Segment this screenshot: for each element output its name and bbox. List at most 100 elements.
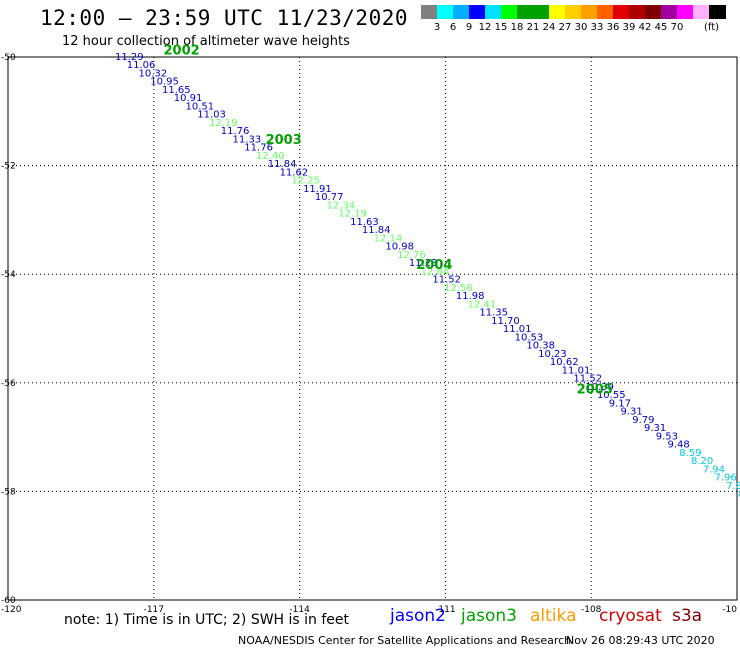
track-value-label: 12.19 [338, 209, 367, 220]
color-scale-label: 15 [494, 22, 508, 33]
track-value-label: 9.79 [632, 415, 654, 426]
color-scale-label: 9 [465, 22, 473, 33]
track-value-label: 11.70 [491, 316, 520, 327]
track-value-label: 8.20 [691, 456, 713, 467]
track-value-label: 11.84 [362, 225, 391, 236]
track-hour-labels: 2002 2003 2004 2005 [164, 43, 613, 397]
track-value-label: 12.56 [444, 283, 473, 294]
lat-tick-label: -54 [1, 270, 16, 280]
track-value-label: 9.53 [656, 431, 678, 442]
map-border [7, 56, 738, 601]
track-value-label: 9.31 [644, 423, 666, 434]
track-value-label: 11.63 [350, 217, 379, 228]
page-subtitle: 12 hour collection of altimeter wave hei… [62, 34, 350, 49]
track-value-label: 12.41 [468, 299, 497, 310]
color-scale-label: 27 [558, 22, 572, 33]
track-value-label: 9.17 [609, 398, 631, 409]
lat-tick-label: -50 [1, 53, 16, 63]
track-value-label: 11.76 [244, 143, 273, 154]
lat-tick-label: -58 [1, 487, 16, 497]
color-scale-label: 30 [574, 22, 588, 33]
color-scale-label: 33 [590, 22, 604, 33]
lat-tick-label: -52 [1, 162, 16, 172]
color-swatch [709, 5, 727, 19]
track-value-label: 10.53 [515, 332, 544, 343]
color-scale-label: 12 [478, 22, 492, 33]
lon-tick-label: -114 [289, 605, 310, 615]
track-value-label: 11.35 [479, 308, 508, 319]
track-value-label: 10.39 [585, 382, 614, 393]
track-value-label: 11.62 [280, 167, 309, 178]
track-values: 11.2911.0610.3210.9511.6510.9110.5111.03… [115, 52, 740, 500]
color-scale-label: 6 [449, 22, 457, 33]
track-value-label: 7.81 [726, 481, 740, 492]
track-value-label: 12.84 [421, 266, 450, 277]
color-scale-label: 39 [622, 22, 636, 33]
color-scale-label: 45 [654, 22, 668, 33]
color-scale-unit: (ft) [704, 22, 720, 33]
color-scale-label: 3 [433, 22, 441, 33]
track-value-label: 11.52 [573, 374, 602, 385]
color-scale-label: 24 [542, 22, 556, 33]
lat-tick-label: -60 [1, 596, 16, 606]
color-scale-label: 42 [638, 22, 652, 33]
lon-tick-label: -117 [144, 605, 164, 615]
footer-credit: NOAA/NESDIS Center for Satellite Applica… [238, 634, 572, 647]
track-value-label: 10.23 [538, 349, 567, 360]
track-value-label: 9.48 [667, 440, 689, 451]
track-value-label: 11.29 [115, 52, 144, 63]
lon-tick-label: -10 [722, 605, 737, 615]
track-value-label: 11.03 [197, 110, 226, 121]
map-gridlines [8, 57, 737, 600]
track-value-label: 10.32 [139, 68, 168, 79]
track-value-label: 11.01 [562, 365, 591, 376]
track-value-label: 10.51 [186, 101, 215, 112]
track-value-label: 11.01 [503, 324, 532, 335]
track-value-label: 12.19 [209, 118, 238, 129]
legend-item-jason2: jason2 [390, 606, 446, 626]
legend-item-jason3: jason3 [461, 606, 517, 626]
track-hour-label: 2003 [266, 133, 302, 148]
track-value-label: 12.40 [256, 151, 285, 162]
track-value-label: 12.76 [397, 250, 426, 261]
color-scale-label: 18 [510, 22, 524, 33]
color-scale-label: 21 [526, 22, 540, 33]
track-value-label: 11.91 [303, 184, 332, 195]
track-value-label: 9.31 [620, 407, 642, 418]
track-value-label: 8.59 [679, 448, 701, 459]
lon-tick-label: -120 [1, 605, 22, 615]
page-title: 12:00 – 23:59 UTC 11/23/2020 [40, 6, 409, 30]
track-value-label: 11.76 [221, 126, 250, 137]
track-value-label: 12.34 [327, 200, 356, 211]
color-scale-label: 70 [670, 22, 684, 33]
track-value-label: 10.91 [174, 93, 203, 104]
lat-tick-label: -56 [1, 379, 16, 389]
track-value-label: 10.38 [526, 341, 555, 352]
track-value-label: 12.25 [291, 176, 320, 187]
map-tick-labels: -50 -52 -54 -56 -58 -60-120 -117 -114 -111 -108 -1… [1, 53, 737, 615]
footer-timestamp: Nov 26 08:29:43 UTC 2020 [566, 634, 715, 647]
lon-tick-label: -111 [435, 605, 455, 615]
map-frame [7, 56, 738, 601]
track-value-label: 11.52 [432, 275, 461, 286]
track-value-label: 11.06 [127, 60, 156, 71]
track-value-label: 11.98 [456, 291, 485, 302]
track-value-label: 10.62 [550, 357, 579, 368]
track-value-label: 11.23 [409, 258, 438, 269]
track-value-label: 10.95 [150, 77, 179, 88]
lon-tick-label: -108 [581, 605, 602, 615]
track-hour-label: 2004 [416, 258, 452, 273]
track-value-label: 10.98 [385, 242, 414, 253]
track-value-label: 11.84 [268, 159, 297, 170]
track-value-label: 7.96 [714, 473, 736, 484]
legend-item-s3a: s3a [672, 606, 703, 626]
legend-item-cryosat: cryosat [599, 606, 662, 626]
track-value-label: 10.77 [315, 192, 344, 203]
track-hour-label: 2002 [164, 43, 200, 58]
track-value-label: 10.55 [597, 390, 626, 401]
track-hour-label: 2005 [577, 383, 613, 398]
color-scale-label: 36 [606, 22, 620, 33]
track-value-label: 11.65 [162, 85, 191, 96]
track-value-label: 11.33 [233, 134, 262, 145]
